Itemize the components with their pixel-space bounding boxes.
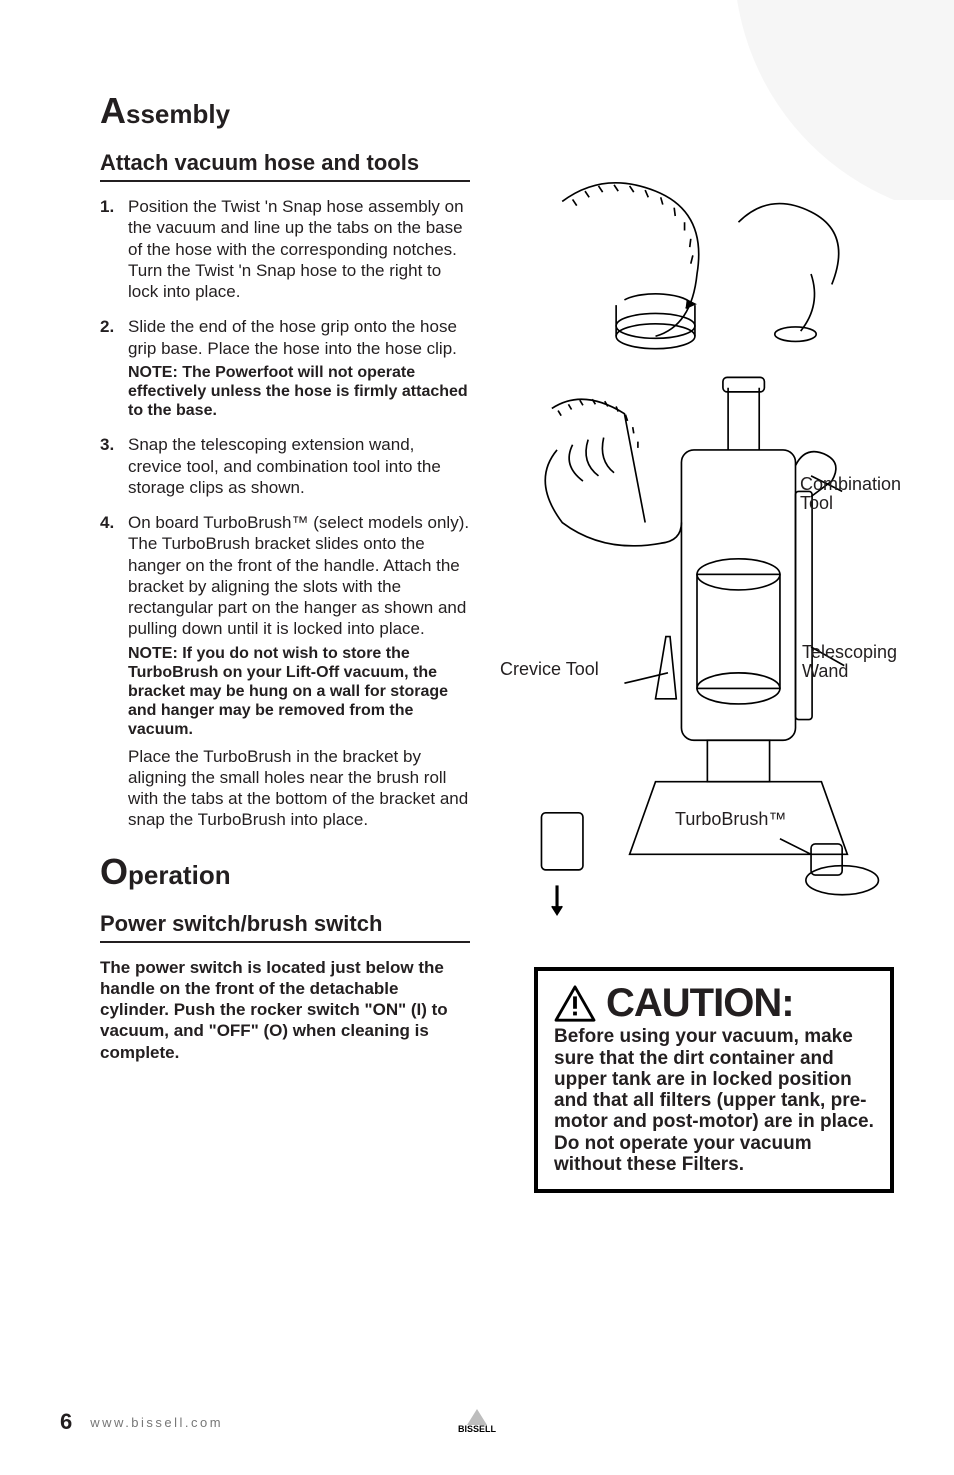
step-body: On board TurboBrush™ (select models only… <box>128 512 470 830</box>
operation-heading: Operation <box>100 851 470 893</box>
caution-box: CAUTION: Before using your vacuum, make … <box>534 967 894 1193</box>
assembly-heading: Assembly <box>100 90 894 132</box>
svg-text:BISSELL: BISSELL <box>458 1424 497 1433</box>
operation-subheading: Power switch/brush switch <box>100 911 470 943</box>
step-1: 1. Position the Twist 'n Snap hose assem… <box>100 196 470 302</box>
footer-url: www.bissell.com <box>90 1415 223 1430</box>
step-2: 2. Slide the end of the hose grip onto t… <box>100 316 470 420</box>
callout-crevice-tool: Crevice Tool <box>500 660 599 679</box>
caution-word: CAUTION: <box>606 981 794 1026</box>
step-num: 3. <box>100 434 128 498</box>
heading-initial: A <box>100 90 126 131</box>
assembly-left-col: Attach vacuum hose and tools 1. Position… <box>100 150 470 1193</box>
assembly-section: Assembly Attach vacuum hose and tools 1.… <box>100 90 894 1193</box>
hose-diagram <box>500 160 894 367</box>
warning-icon <box>554 985 596 1023</box>
heading-initial: O <box>100 851 128 892</box>
step-text: Position the Twist 'n Snap hose assembly… <box>128 196 470 302</box>
heading-rest: peration <box>128 860 231 890</box>
caution-body: Before using your vacuum, make sure that… <box>554 1026 874 1175</box>
operation-body: The power switch is located just below t… <box>100 957 470 1063</box>
step-num: 4. <box>100 512 128 830</box>
caution-head: CAUTION: <box>554 981 874 1026</box>
page-number: 6 <box>60 1409 72 1435</box>
assembly-subheading: Attach vacuum hose and tools <box>100 150 470 182</box>
assembly-columns: Attach vacuum hose and tools 1. Position… <box>100 150 894 1193</box>
bissell-logo: BISSELL <box>447 1407 507 1438</box>
step-3: 3. Snap the telescoping extension wand, … <box>100 434 470 498</box>
step-text: On board TurboBrush™ (select models only… <box>128 513 469 638</box>
step-4: 4. On board TurboBrush™ (select models o… <box>100 512 470 830</box>
heading-rest: ssembly <box>126 99 230 129</box>
callout-telescoping-wand: Telescoping Wand <box>802 643 897 681</box>
vacuum-diagram-wrap: Combination Tool Crevice Tool Telescopin… <box>500 367 894 947</box>
step-text: Slide the end of the hose grip onto the … <box>128 317 457 357</box>
callout-turbobrush: TurboBrush™ <box>675 810 786 829</box>
operation-section: Operation Power switch/brush switch The … <box>100 851 470 1063</box>
assembly-right-col: Combination Tool Crevice Tool Telescopin… <box>500 150 894 1193</box>
step-after: Place the TurboBrush in the bracket by a… <box>128 746 470 831</box>
step-note: NOTE: The Powerfoot will not operate eff… <box>128 363 470 421</box>
step-num: 2. <box>100 316 128 420</box>
step-note: NOTE: If you do not wish to store the Tu… <box>128 644 470 740</box>
step-body: Slide the end of the hose grip onto the … <box>128 316 470 420</box>
assembly-steps: 1. Position the Twist 'n Snap hose assem… <box>100 196 470 831</box>
step-num: 1. <box>100 196 128 302</box>
page-footer: 6 www.bissell.com BISSELL <box>60 1409 894 1435</box>
step-text: Snap the telescoping extension wand, cre… <box>128 434 470 498</box>
callout-combination-tool: Combination Tool <box>800 475 901 513</box>
